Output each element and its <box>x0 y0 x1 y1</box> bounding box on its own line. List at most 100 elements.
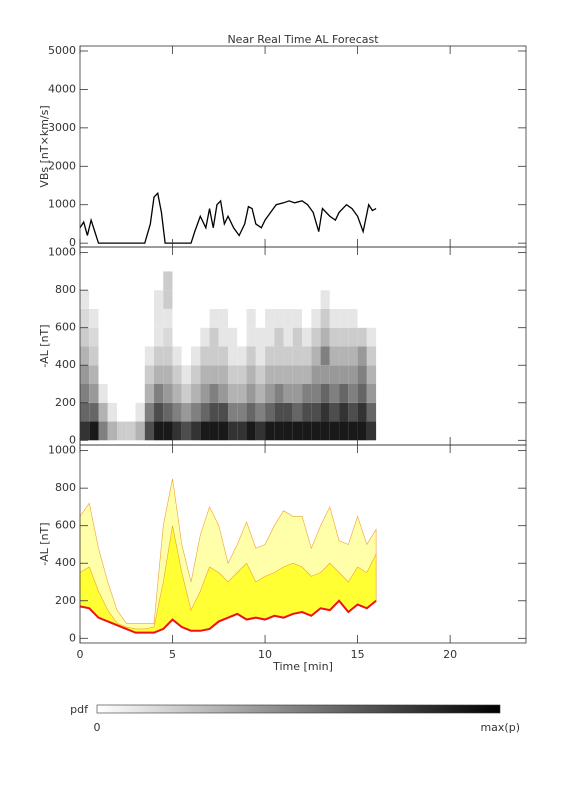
y-tick-label: 3000 <box>48 121 76 134</box>
x-tick-label: 0 <box>77 648 84 661</box>
heatmap-cell <box>329 384 340 403</box>
heatmap-cell <box>366 421 377 441</box>
heatmap-cell <box>329 346 340 366</box>
heatmap-cell <box>200 402 210 422</box>
heatmap-cell <box>181 290 192 309</box>
heatmap-cell <box>228 327 238 347</box>
y-tick-label: 0 <box>69 433 76 446</box>
heatmap-cell <box>311 384 321 403</box>
heatmap-cell <box>302 365 312 385</box>
heatmap-cell <box>181 271 192 291</box>
heatmap-cell <box>191 421 201 441</box>
heatmap-cell <box>117 365 127 385</box>
heatmap-cell <box>117 384 127 403</box>
heatmap-cell <box>191 271 201 291</box>
heatmap-cell <box>126 402 136 422</box>
heatmap-cell <box>144 402 155 422</box>
heatmap-cell <box>144 290 155 309</box>
heatmap-cell <box>339 327 349 347</box>
heatmap-cell <box>302 308 312 328</box>
heatmap-cell <box>283 271 293 291</box>
heatmap-cell <box>283 384 293 403</box>
y-tick-label: 0 <box>69 631 76 644</box>
heatmap-cell <box>311 365 321 385</box>
heatmap-cell <box>348 384 358 403</box>
heatmap-cell <box>283 402 293 422</box>
heatmap-cell <box>144 421 155 441</box>
y-tick-label: 600 <box>55 321 76 334</box>
heatmap-cell <box>228 346 238 366</box>
y-tick-label: 1000 <box>48 246 76 259</box>
chart-title: Near Real Time AL Forecast <box>227 33 379 46</box>
heatmap-cell <box>320 402 330 422</box>
heatmap-cell <box>228 402 238 422</box>
heatmap-cell <box>292 402 303 422</box>
heatmap-cell <box>163 327 173 347</box>
heatmap-cell <box>274 346 284 366</box>
heatmap-cell <box>274 402 284 422</box>
heatmap-cell <box>237 421 247 441</box>
heatmap-cell <box>218 365 229 385</box>
heatmap-cell <box>200 421 210 441</box>
heatmap-cell <box>172 402 182 422</box>
y-tick-label: 0 <box>69 236 76 249</box>
heatmap-cell <box>126 327 136 347</box>
heatmap-cell <box>339 402 349 422</box>
y-tick-label: 4000 <box>48 82 76 95</box>
heatmap-cell <box>228 290 238 309</box>
heatmap-cell <box>265 402 275 422</box>
heatmap-cell <box>200 346 210 366</box>
heatmap-cell <box>357 421 367 441</box>
heatmap-cell <box>218 346 229 366</box>
heatmap-cell <box>366 327 377 347</box>
panel-frame <box>79 444 527 644</box>
heatmap-cell <box>348 290 358 309</box>
heatmap-cell <box>255 384 266 403</box>
heatmap-cell <box>89 402 99 422</box>
heatmap-cell <box>274 384 284 403</box>
heatmap-cell <box>228 308 238 328</box>
heatmap-cell <box>98 308 108 328</box>
heatmap-cell <box>246 346 256 366</box>
heatmap-cell <box>80 402 90 422</box>
heatmap-cell <box>265 384 275 403</box>
heatmap-cell <box>311 421 321 441</box>
heatmap-cell <box>80 421 90 441</box>
heatmap-cell <box>237 346 247 366</box>
heatmap-cell <box>163 271 173 291</box>
heatmap-cell <box>172 346 182 366</box>
heatmap-cell <box>311 290 321 309</box>
heatmap-cell <box>292 308 303 328</box>
heatmap-cell <box>135 327 145 347</box>
y-tick-label: 2000 <box>48 159 76 172</box>
heatmap-cell <box>200 308 210 328</box>
heatmap-cell <box>89 365 99 385</box>
heatmap-cell <box>357 365 367 385</box>
heatmap-cell <box>135 290 145 309</box>
heatmap-cell <box>366 308 377 328</box>
x-tick-label: 20 <box>443 648 457 661</box>
heatmap-cell <box>107 346 118 366</box>
heatmap-cell <box>265 346 275 366</box>
y-tick-label: 400 <box>55 358 76 371</box>
heatmap-cell <box>329 402 340 422</box>
heatmap-cell <box>339 346 349 366</box>
y-axis-label: -AL [nT] <box>38 522 51 565</box>
heatmap-cell <box>255 308 266 328</box>
heatmap-cell <box>320 308 330 328</box>
heatmap-cell <box>107 327 118 347</box>
heatmap-cell <box>366 290 377 309</box>
heatmap-cell <box>274 308 284 328</box>
heatmap-cell <box>89 346 99 366</box>
heatmap-cell <box>339 290 349 309</box>
heatmap-cell <box>339 308 349 328</box>
heatmap-cell <box>246 271 256 291</box>
heatmap-cell <box>292 365 303 385</box>
heatmap-cell <box>209 290 219 309</box>
heatmap-cell <box>209 402 219 422</box>
heatmap-cell <box>357 327 367 347</box>
heatmap-cell <box>218 290 229 309</box>
heatmap-cell <box>98 421 108 441</box>
heatmap-cell <box>348 327 358 347</box>
heatmap-cell <box>135 271 145 291</box>
